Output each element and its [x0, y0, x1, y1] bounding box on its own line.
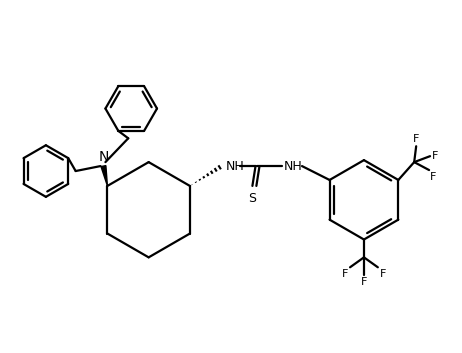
- Polygon shape: [101, 166, 107, 186]
- Text: N: N: [98, 150, 109, 164]
- Text: F: F: [361, 277, 367, 287]
- Text: NH: NH: [225, 160, 244, 173]
- Text: F: F: [430, 172, 437, 182]
- Text: NH: NH: [284, 160, 303, 173]
- Text: F: F: [342, 269, 348, 279]
- Text: S: S: [249, 192, 256, 205]
- Text: F: F: [432, 151, 438, 161]
- Text: F: F: [380, 269, 386, 279]
- Text: F: F: [413, 134, 419, 144]
